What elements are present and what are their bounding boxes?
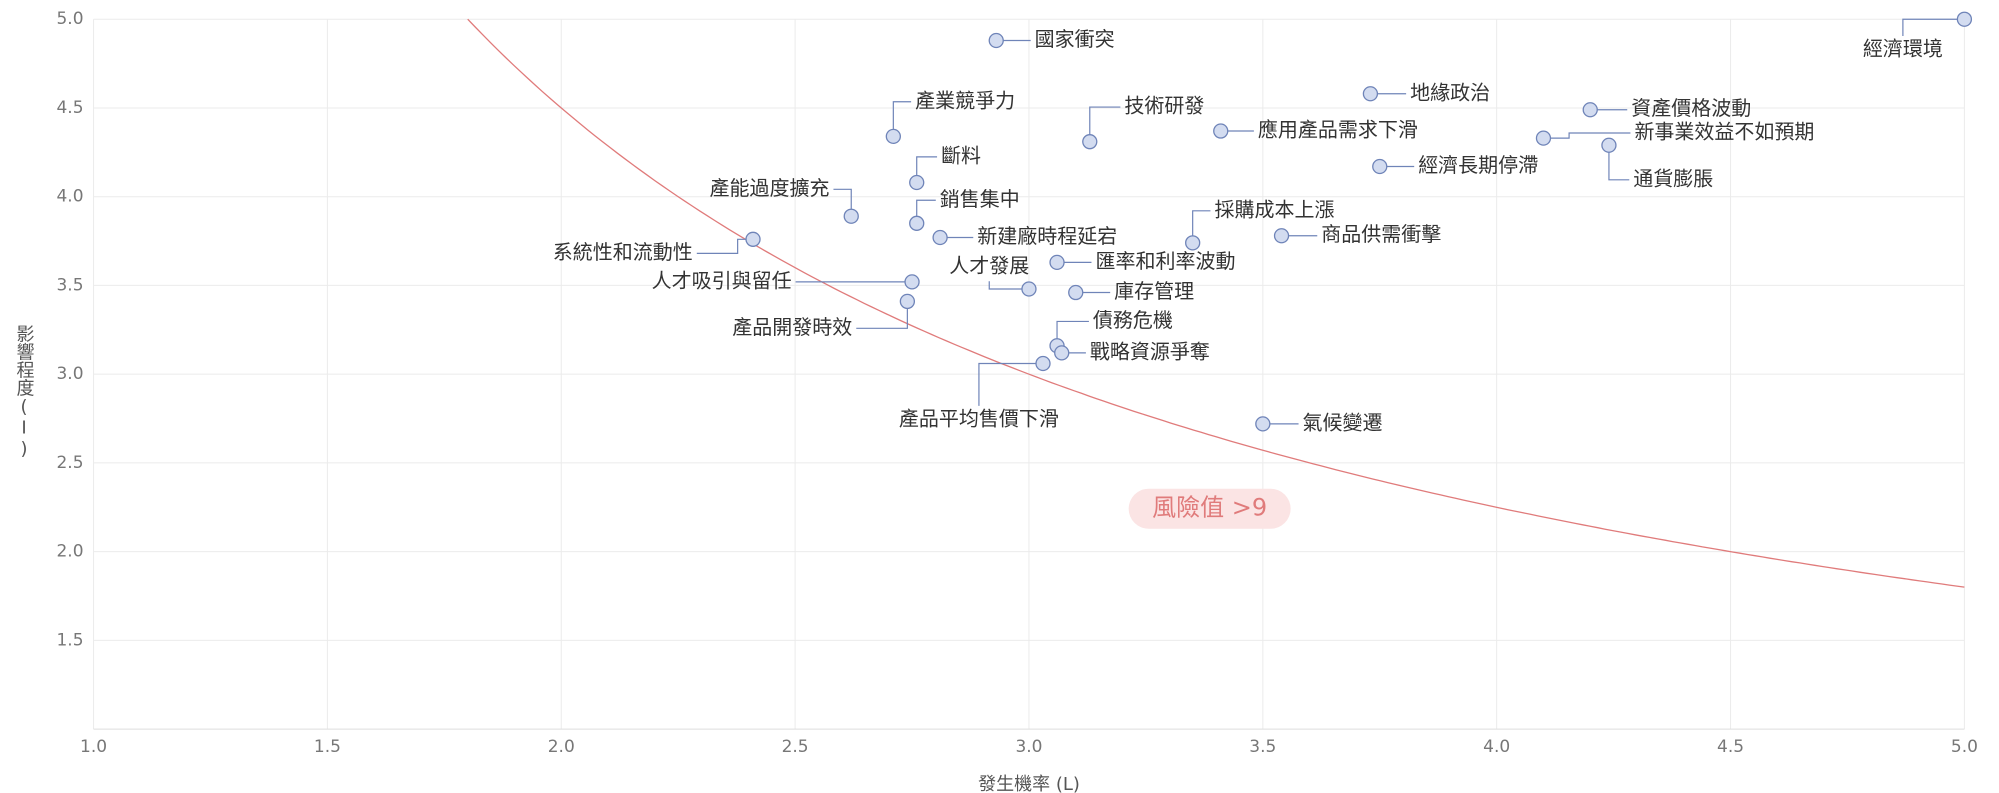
- x-tick-label: 3.5: [1249, 737, 1276, 757]
- point: [1054, 345, 1070, 361]
- point: [1535, 130, 1552, 146]
- leader-line: [978, 362, 1044, 406]
- y-tick-label: 1.5: [56, 630, 83, 650]
- point: [745, 231, 761, 247]
- point-label: 採購成本上漲: [1214, 197, 1334, 221]
- point-label: 氣候變遷: [1303, 410, 1383, 434]
- y-tick-label: 2.5: [56, 453, 83, 473]
- leader-line: [833, 188, 852, 217]
- point: [899, 293, 916, 310]
- point-label: 產能過度擴充: [709, 176, 829, 200]
- point: [1255, 416, 1271, 432]
- y-tick-label: 3.5: [56, 275, 83, 295]
- y-axis-title: 影響程度(I): [14, 324, 35, 459]
- y-tick-label: 2.0: [56, 542, 83, 562]
- leader-line: [1608, 145, 1630, 181]
- point-label: 資產價格波動: [1631, 96, 1751, 120]
- y-tick-label: 4.0: [56, 187, 83, 207]
- point: [909, 174, 925, 191]
- x-tick-label: 3.0: [1015, 737, 1042, 757]
- x-tick-label: 1.5: [314, 737, 341, 757]
- leader-line: [1543, 132, 1631, 139]
- annotation-pill: [1128, 488, 1291, 529]
- x-tick-label: 2.0: [548, 737, 575, 757]
- point: [904, 274, 920, 290]
- point-label: 經濟環境: [1863, 36, 1943, 60]
- point-label: 新事業效益不如預期: [1634, 120, 1814, 144]
- leader-line: [1056, 320, 1089, 346]
- x-axis-title: 發生機率 (L): [978, 774, 1080, 793]
- point: [1035, 355, 1051, 372]
- leader-line: [1089, 106, 1121, 142]
- x-tick-label: 5.0: [1951, 737, 1978, 757]
- point-label: 人才吸引與留任: [652, 268, 792, 292]
- point: [843, 208, 859, 224]
- point-label: 系統性和流動性: [553, 240, 693, 264]
- point: [1956, 11, 1973, 27]
- y-tick-label: 4.5: [56, 98, 83, 118]
- point: [1362, 86, 1379, 102]
- point-label: 技術研發: [1124, 94, 1204, 118]
- point-label: 匯率和利率波動: [1095, 249, 1235, 273]
- point-label: 應用產品需求下滑: [1258, 118, 1418, 142]
- point: [1068, 284, 1084, 301]
- point: [885, 128, 901, 145]
- point-label: 商品供需衝擊: [1321, 222, 1441, 246]
- point-label: 人才發展: [949, 254, 1029, 278]
- point: [1273, 228, 1290, 244]
- point: [1049, 254, 1065, 271]
- leader-line: [856, 301, 908, 329]
- point-label: 庫存管理: [1114, 279, 1194, 303]
- point: [932, 229, 948, 246]
- point-label: 國家衝突: [1035, 27, 1115, 51]
- y-tick-label: 5.0: [56, 9, 83, 29]
- annotation: 風險值 >9: [1152, 494, 1267, 522]
- point: [1082, 134, 1098, 150]
- point-label: 經濟長期停滯: [1418, 153, 1538, 177]
- point: [1185, 235, 1201, 251]
- x-tick-label: 4.5: [1717, 737, 1744, 757]
- point: [1021, 281, 1037, 297]
- point: [1601, 137, 1617, 153]
- point-label: 債務危機: [1093, 308, 1173, 332]
- y-tick-label: 3.0: [56, 364, 83, 384]
- risk-curve: [467, 18, 1965, 588]
- x-tick-label: 1.0: [80, 737, 107, 757]
- point-label: 新建廠時程延宕: [977, 224, 1117, 248]
- point: [1582, 102, 1598, 118]
- point: [1372, 158, 1388, 175]
- leader-line: [1902, 18, 1965, 36]
- point-label: 產品平均售價下滑: [899, 406, 1059, 430]
- point: [988, 32, 1004, 49]
- point-label: 產業競爭力: [915, 88, 1015, 112]
- point-label: 地緣政治: [1410, 80, 1490, 104]
- leader-line: [916, 199, 936, 224]
- point: [909, 215, 925, 231]
- point-label: 通貨膨脹: [1633, 166, 1713, 190]
- point-label: 斷料: [941, 143, 981, 167]
- point-label: 產品開發時效: [732, 315, 852, 339]
- leader-line: [1192, 210, 1211, 243]
- point: [1213, 123, 1229, 139]
- leader-line: [988, 281, 1029, 290]
- x-tick-label: 4.0: [1483, 737, 1510, 757]
- point-label: 戰略資源爭奪: [1090, 339, 1210, 363]
- leader-line: [696, 238, 754, 254]
- leader-line: [916, 156, 938, 183]
- leader-line: [892, 101, 912, 137]
- point-label: 銷售集中: [940, 187, 1020, 211]
- x-tick-label: 2.5: [782, 737, 809, 757]
